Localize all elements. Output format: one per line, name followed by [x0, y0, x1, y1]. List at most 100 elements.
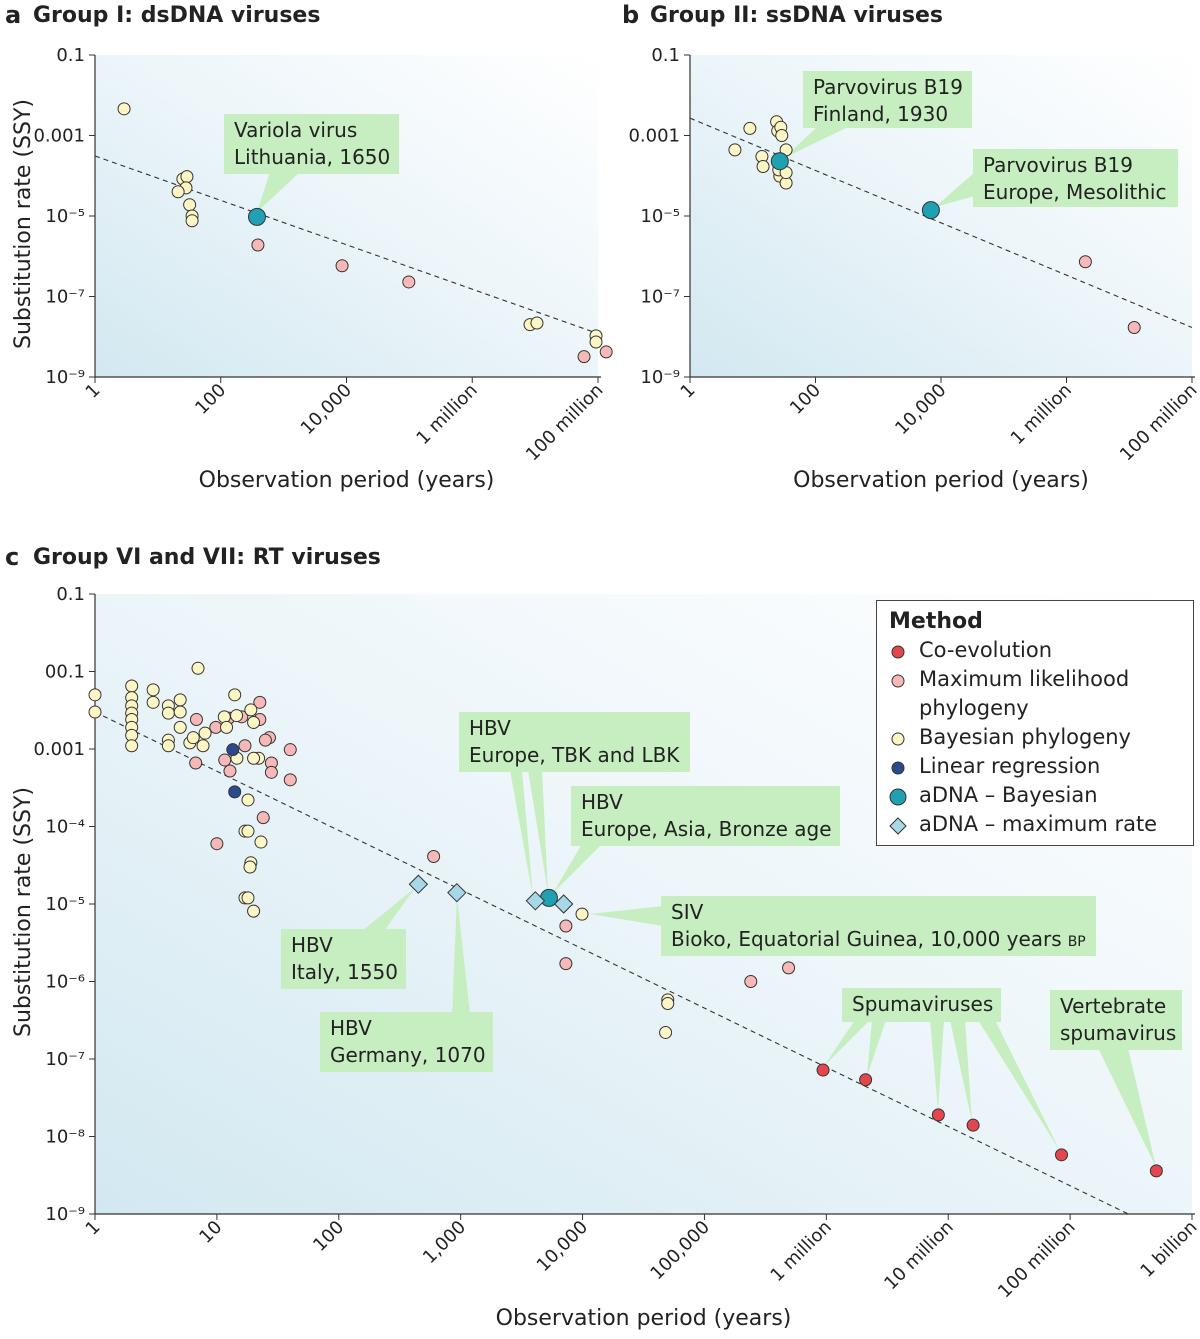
y-tick-label: 10⁻⁹	[45, 367, 85, 388]
x-tick-label: 100 million	[522, 380, 608, 466]
point	[577, 350, 591, 364]
x-tick-label: 100	[191, 380, 230, 419]
point	[183, 198, 197, 212]
point	[171, 185, 185, 199]
annotation: Italy, 1550	[291, 960, 398, 984]
callout-box	[1050, 990, 1182, 1050]
y-tick-label: 10⁻⁸	[45, 1127, 85, 1148]
y-tick-label: 0.1	[56, 45, 85, 66]
legend-label: aDNA – maximum rate	[919, 812, 1158, 836]
callout-box	[973, 149, 1178, 207]
x-tick-label: 1 billion	[1136, 1217, 1200, 1282]
point	[189, 756, 203, 770]
annotation: spumavirus	[1060, 1021, 1176, 1045]
point	[180, 170, 194, 184]
point	[247, 715, 261, 729]
point	[125, 739, 139, 753]
point	[575, 907, 589, 921]
callout-pointer	[362, 888, 415, 931]
point	[226, 743, 240, 757]
callout-pointer	[867, 1020, 886, 1076]
point	[247, 751, 261, 765]
callout-pointer	[930, 1020, 944, 1110]
point	[335, 259, 349, 273]
y-tick-label: 0.1	[56, 584, 85, 605]
callout-pointer	[590, 906, 663, 926]
annotation: HBV	[581, 790, 623, 814]
callout-pointer	[784, 126, 850, 158]
y-tick-label: 10⁻⁷	[45, 1049, 85, 1070]
y-tick-label: 10⁻⁷	[45, 287, 85, 308]
point	[559, 919, 573, 933]
panel-title: Group I: dsDNA viruses	[33, 3, 320, 28]
panel-label: a	[5, 1, 21, 29]
x-tick-label: 10,000	[891, 380, 950, 439]
point	[218, 753, 232, 767]
y-axis-label: Substitution rate (SSY)	[11, 787, 36, 1037]
point	[659, 1025, 673, 1039]
legend-marker	[891, 645, 905, 659]
y-tick-label: 0.001	[628, 126, 680, 147]
point	[185, 214, 199, 228]
x-tick-label: 1,000	[419, 1217, 470, 1268]
point	[146, 683, 160, 697]
x-tick-label: 10,000	[297, 380, 356, 439]
annotation: Germany, 1070	[330, 1043, 486, 1067]
callout-pointer	[950, 1020, 972, 1122]
callout-box	[320, 1012, 493, 1072]
x-tick-label: 1	[677, 380, 700, 403]
point	[258, 733, 272, 747]
point	[1055, 1148, 1069, 1162]
point	[173, 705, 187, 719]
legend-title: Method	[889, 609, 983, 634]
legend-item: Linear regression	[889, 752, 1183, 781]
x-tick-label: 1 million	[412, 380, 481, 449]
y-tick-label: 0.1	[651, 45, 680, 66]
y-tick-label: 00.1	[45, 662, 85, 683]
x-tick-label: 100,000	[646, 1217, 713, 1284]
callout-box	[571, 786, 840, 846]
annotation: Europe, TBK and LBK	[469, 743, 680, 767]
x-tick-label: 100	[786, 380, 825, 419]
point	[228, 688, 242, 702]
point	[427, 850, 441, 864]
point	[816, 1063, 830, 1077]
legend-item: Maximum likelihood phylogeny	[889, 665, 1183, 723]
callout-pointer	[553, 844, 602, 893]
point	[756, 159, 770, 173]
x-tick-label: 100 million	[994, 1217, 1080, 1303]
y-tick-label: 0.001	[33, 739, 85, 760]
y-tick-label: 10⁻⁹	[45, 1204, 85, 1225]
point	[283, 743, 297, 757]
y-tick-label: 10⁻⁵	[45, 894, 85, 915]
annotation-small: BP	[1068, 934, 1086, 950]
callout-box	[842, 988, 1001, 1022]
x-axis-label: Observation period (years)	[199, 468, 495, 493]
callout-pointer	[510, 770, 533, 897]
point	[88, 688, 102, 702]
legend-item: Bayesian phylogeny	[889, 723, 1183, 752]
legend-item: aDNA – Bayesian	[889, 781, 1183, 810]
legend-marker	[891, 732, 905, 746]
point	[247, 904, 261, 918]
point	[743, 121, 757, 135]
point	[251, 238, 265, 252]
point	[661, 997, 675, 1011]
annotation: Europe, Asia, Bronze age	[581, 817, 832, 841]
annotation: Bioko, Equatorial Guinea, 10,000 years	[671, 927, 1062, 951]
point	[553, 894, 574, 914]
annotation: Parvovirus B19	[983, 153, 1133, 177]
legend-symbol	[889, 788, 907, 806]
panel-title: Group VI and VII: RT viruses	[33, 545, 381, 570]
legend-symbol	[891, 732, 905, 746]
point	[247, 207, 266, 226]
point	[244, 703, 258, 717]
annotation: Europe, Mesolithic	[983, 180, 1166, 204]
point	[88, 705, 102, 719]
point	[220, 720, 234, 734]
annotation: Finland, 1930	[813, 102, 948, 126]
point	[264, 765, 278, 779]
callout-pointer	[528, 770, 548, 893]
point	[198, 726, 212, 740]
point	[230, 709, 244, 723]
